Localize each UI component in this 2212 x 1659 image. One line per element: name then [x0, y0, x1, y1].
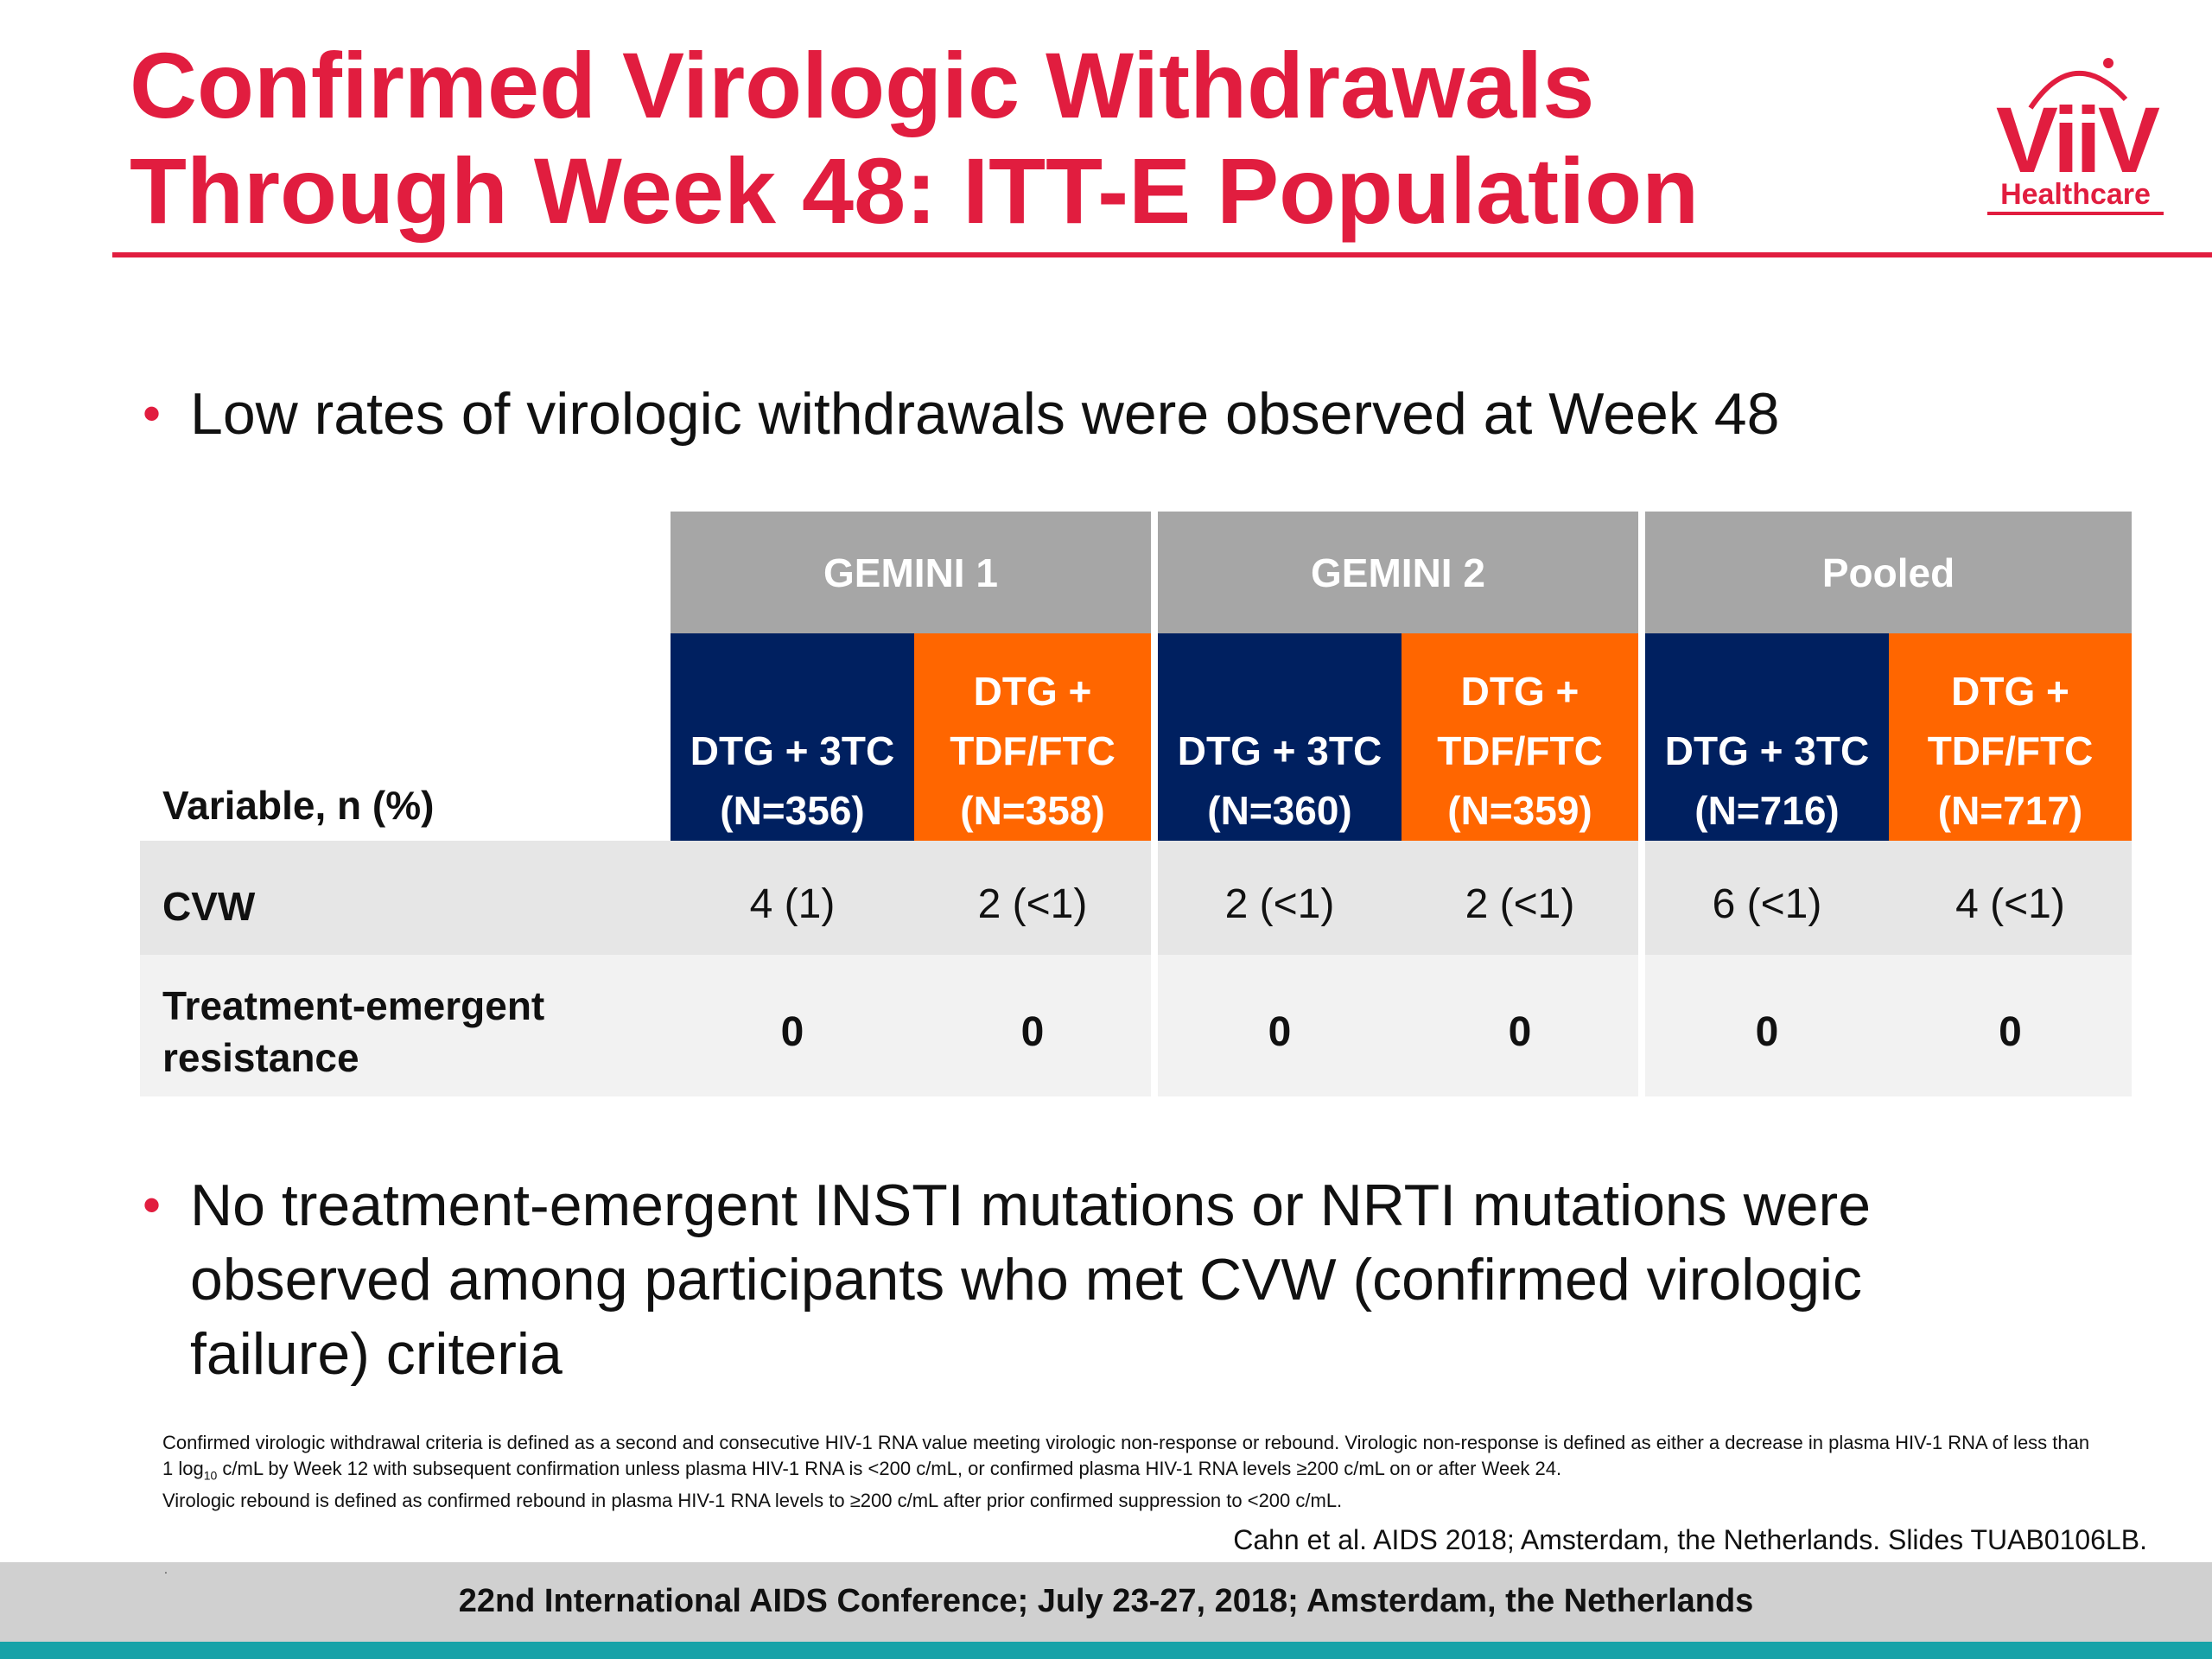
- table-cell: 2 (<1): [1158, 841, 1402, 955]
- table-cell: 0: [1402, 955, 1645, 1096]
- logo-wordmark: ViiV: [1995, 87, 2160, 192]
- arm-header: DTG + 3TC (N=360): [1158, 633, 1402, 841]
- bullet-2-text: No treatment-emergent INSTI mutations or…: [190, 1173, 1872, 1387]
- footnote: Confirmed virologic withdrawal criteria …: [162, 1432, 2090, 1512]
- table-row: CVW 4 (1) 2 (<1) 2 (<1) 2 (<1) 6 (<1) 4 …: [140, 841, 2132, 955]
- group-header-pooled: Pooled: [1645, 512, 2132, 633]
- table-cell: 0: [1889, 955, 2132, 1096]
- table-cell: 6 (<1): [1645, 841, 1889, 955]
- viiv-logo: ViiV Healthcare: [1979, 48, 2169, 220]
- slide-title-line2: Through Week 48: ITT-E Population: [130, 138, 1700, 243]
- footer-mark: .: [164, 1562, 168, 1576]
- title-divider: [112, 252, 2212, 257]
- variable-header: Variable, n (%): [162, 783, 435, 828]
- citation: Cahn et al. AIDS 2018; Amsterdam, the Ne…: [1233, 1524, 2147, 1555]
- arm-header: DTG + 3TC (N=356): [671, 633, 914, 841]
- arm-header: DTG + TDF/FTC (N=717): [1889, 633, 2132, 841]
- bullet-1-text: Low rates of virologic withdrawals were …: [190, 381, 1780, 447]
- bullet-1: • Low rates of virologic withdrawals wer…: [143, 377, 2044, 451]
- table-arm-header-row: DTG + 3TC (N=356) DTG + TDF/FTC (N=358) DTG…: [140, 633, 2132, 841]
- slide-title-line1: Confirmed Virologic Withdrawals: [130, 33, 1595, 137]
- arm-header: DTG + TDF/FTC (N=358): [914, 633, 1158, 841]
- table-cell: 2 (<1): [914, 841, 1158, 955]
- bullet-2: • No treatment-emergent INSTI mutations …: [143, 1168, 2044, 1391]
- group-header-gemini1: GEMINI 1: [671, 512, 1158, 633]
- bullet-dot-icon: •: [143, 385, 162, 442]
- arm-header: DTG + TDF/FTC (N=359): [1402, 633, 1645, 841]
- footer-accent-bar: [0, 1642, 2212, 1659]
- table-cell: 0: [1158, 955, 1402, 1096]
- arm-header: DTG + 3TC (N=716): [1645, 633, 1889, 841]
- table-cell: 2 (<1): [1402, 841, 1645, 955]
- logo-subtitle: Healthcare: [1987, 177, 2164, 215]
- table-cell: 0: [914, 955, 1158, 1096]
- cvw-table: Variable, n (%) GEMINI 1 GEMINI 2 Pooled…: [140, 512, 2132, 1096]
- group-header-gemini2: GEMINI 2: [1158, 512, 1645, 633]
- row-label: CVW: [140, 841, 671, 955]
- table-row: Treatment-emergent resistance 0 0 0 0 0 0: [140, 955, 2132, 1096]
- footer-text: 22nd International AIDS Conference; July…: [458, 1583, 1754, 1619]
- table-cell: 0: [671, 955, 914, 1096]
- table-group-header-row: Variable, n (%) GEMINI 1 GEMINI 2 Pooled: [140, 512, 2132, 828]
- table-cell: 4 (1): [671, 841, 914, 955]
- table-cell: 4 (<1): [1889, 841, 2132, 955]
- bullet-dot-icon: •: [143, 1176, 162, 1234]
- table-cell: 0: [1645, 955, 1889, 1096]
- logo-arc-icon: [2028, 58, 2128, 110]
- row-label: Treatment-emergent resistance: [140, 955, 671, 1096]
- footer-band: [0, 1562, 2212, 1642]
- slide-title: Confirmed Virologic Withdrawals Through …: [130, 33, 1815, 244]
